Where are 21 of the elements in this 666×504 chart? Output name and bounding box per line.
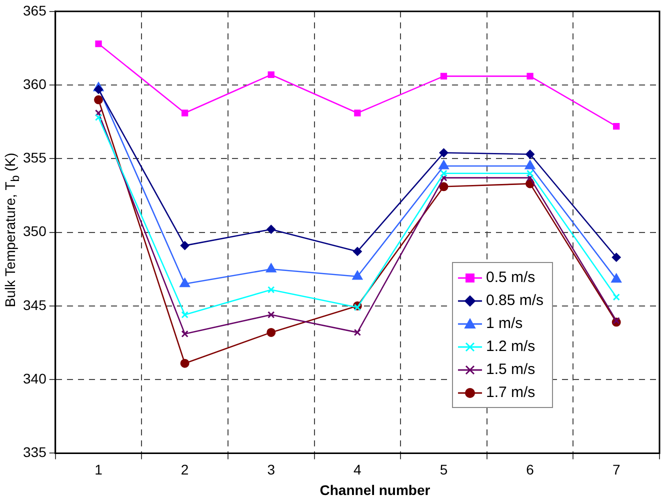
x-tick-label: 6	[526, 461, 534, 478]
x-tick-label: 2	[180, 461, 189, 478]
x-tick-label: 4	[354, 461, 362, 478]
legend-label: 0.5 m/s	[486, 269, 536, 286]
y-tick-label: 355	[23, 150, 47, 166]
y-tick-label: 340	[23, 370, 47, 386]
y-tick-label: 335	[23, 444, 47, 460]
x-axis-title: Channel number	[318, 482, 432, 498]
x-tick-label: 5	[440, 461, 448, 478]
legend-label: 1.7 m/s	[486, 384, 536, 401]
legend-label: 0.85 m/s	[486, 292, 544, 309]
legend-label: 1.2 m/s	[486, 338, 536, 355]
y-tick-label: 360	[23, 76, 47, 92]
x-tick-label: 1	[94, 461, 103, 478]
x-tick-label: 7	[612, 461, 620, 478]
x-tick-label: 3	[267, 461, 276, 478]
y-tick-label: 345	[23, 296, 47, 313]
legend-label: 1 m/s	[486, 315, 523, 332]
y-tick-label: 365	[23, 2, 47, 18]
legend-label: 1.5 m/s	[486, 361, 536, 378]
y-tick-label: 350	[23, 223, 47, 240]
